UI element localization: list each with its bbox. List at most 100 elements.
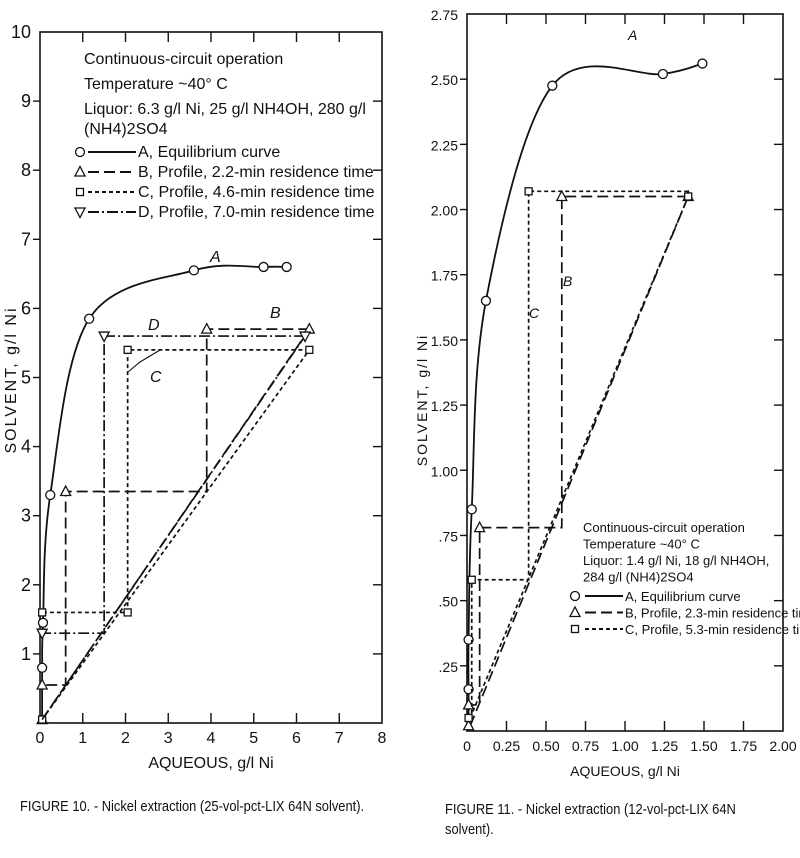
data-point-C [123,345,132,355]
figure-10-chart: 0 1 2 3 4 5 6 7 8 1 2 3 4 5 6 7 8 9 10 AQUEOUS, g/l Ni SOLVE… [3,22,387,772]
y-tick-label: 7 [21,229,31,249]
legend-marker [73,207,87,219]
data-point-B [473,520,486,533]
x-tick-label: 8 [378,730,387,747]
x-axis-label: AQUEOUS, g/l Ni [570,763,680,779]
curve-label-C: C [529,305,540,321]
profile-D-steps [42,335,306,635]
legend-note: Liquor: 1.4 g/l Ni, 18 g/l NH4OH, [583,553,769,568]
data-point-A [36,662,48,673]
y-tick-label: 2.25 [431,137,458,153]
legend-item-B: B, Profile, 2.3-min residence time [568,606,800,621]
y-tick-label: .25 [439,659,459,675]
data-point-A [45,489,56,501]
data-point-A [463,684,474,695]
x-tick-label: 4 [207,730,216,747]
data-point-A [281,261,292,273]
data-point-C [123,608,132,617]
y-tick-label: 2 [21,575,31,595]
y-tick-label: .75 [439,528,459,544]
y-tick-label: 1.25 [431,398,458,414]
curve-label-A: A [209,249,221,266]
legend-item-B: B, Profile, 2.2-min residence time [73,164,374,181]
data-point-C [464,713,473,723]
legend-note: (NH4)2SO4 [84,121,168,138]
data-point-C [684,192,693,201]
data-point-C [305,345,314,355]
series-B: B [462,189,695,731]
legend-item-C: C, Profile, 4.6-min residence time [75,184,375,201]
profile-B-steps [468,195,689,706]
x-tick-label: 0 [36,730,45,747]
figure-10-caption: FIGURE 10. - Nickel extraction (25-vol-p… [20,798,365,815]
data-point-A [463,634,474,645]
x-tick-label: 1.75 [730,738,757,754]
x-tick-label: 3 [164,730,173,747]
data-point-B [200,322,213,334]
legend-label: B, Profile, 2.2-min residence time [138,164,374,181]
data-point-A [697,58,708,69]
y-tick-label: 1 [21,644,31,664]
data-point-B [555,189,568,202]
x-tick-label: 0.75 [572,738,599,754]
legend-item-D: D, Profile, 7.0-min residence time [73,204,375,221]
legend-note: Temperature ~40° C [84,76,228,93]
legend-marker [74,146,86,158]
legend-marker [75,187,85,197]
data-point-B [59,484,72,497]
data-point-A [466,504,477,515]
series-B: B [36,305,316,725]
profile-C-steps [470,190,689,718]
y-tick-label: 1.00 [431,463,458,479]
legend: Continuous-circuit operation Temperature … [568,520,800,637]
y-tick-label: 2.00 [431,203,458,219]
series-A: A [463,27,708,725]
legend-note: Temperature ~40° C [583,537,700,552]
legend-label: C, Profile, 4.6-min residence time [138,184,375,201]
legend-label: C, Profile, 5.3-min residence time [625,622,800,637]
y-tick-label: 2.50 [431,72,458,88]
data-point-A [480,295,492,306]
legend-note: Liquor: 6.3 g/l Ni, 25 g/l NH4OH, 280 g/… [84,101,366,118]
legend-note: Continuous-circuit operation [583,520,745,535]
legend-item-A: A, Equilibrium curve [569,589,741,604]
legend-label: A, Equilibrium curve [138,144,280,161]
operating-line-D [41,335,306,721]
x-tick-label: 6 [292,730,301,747]
x-tick-label: 2.00 [769,738,796,754]
legend-item-A: A, Equilibrium curve [74,144,280,161]
legend: Continuous-circuit operation Temperature … [73,51,375,221]
legend-label: B, Profile, 2.3-min residence time [625,606,800,621]
legend-marker [569,590,581,602]
operating-line-C [469,196,689,719]
x-tick-label: 5 [249,730,258,747]
y-tick-label: 8 [21,160,31,180]
x-tick-label: 2 [121,730,130,747]
data-point-A [84,313,95,324]
callout-leader [127,349,161,373]
curve-label-C: C [150,369,162,386]
data-point-B [36,678,49,690]
x-tick-label: 1.25 [651,738,678,754]
y-tick-label: 6 [21,298,31,318]
x-tick-label: 0.50 [532,738,559,754]
y-axis-label: SOLVENT, g/l Ni [3,306,20,453]
legend-label: D, Profile, 7.0-min residence time [138,204,375,221]
x-axis-label: AQUEOUS, g/l Ni [148,755,273,772]
data-point-A [547,80,558,91]
series-D: D [36,317,312,721]
data-point-C [37,608,47,617]
legend-note: 284 g/l (NH4)2SO4 [583,570,694,585]
x-tick-label: 0 [463,738,471,754]
y-tick-label: 4 [21,437,31,457]
data-point-A [258,261,269,273]
data-point-D [36,628,49,641]
x-tick-label: 1.50 [690,738,717,754]
y-axis-label: SOLVENT, g/l Ni [414,334,430,466]
equilibrium-curve [41,264,287,718]
legend-marker [570,624,580,634]
data-point-A [657,68,669,80]
figure-11-chart: 0 0.25 0.50 0.75 1.00 1.25 1.50 1.75 2.00 .25 .50.… [414,7,800,779]
legend-item-C: C, Profile, 5.3-min residence time [570,622,800,637]
